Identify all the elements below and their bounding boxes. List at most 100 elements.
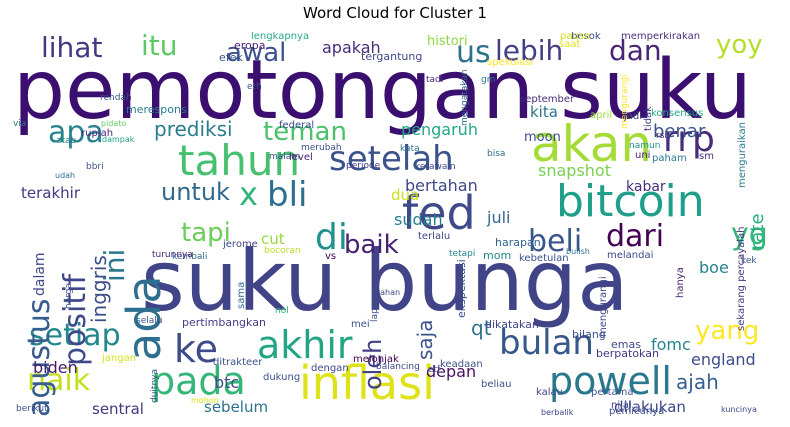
word-snapshot: snapshot	[538, 161, 611, 180]
word-udah: udah	[55, 171, 76, 180]
word-dari: dari	[606, 219, 665, 254]
word-duitnya: duitnya	[150, 369, 160, 403]
word-dikatakan: dikatakan	[485, 318, 539, 331]
word-pemotongan-suku: pemotongan suku	[13, 43, 752, 138]
chart-title: Word Cloud for Cluster 1	[303, 4, 487, 22]
word-terakhir: terakhir	[21, 184, 80, 202]
word-jadi: jadi	[624, 111, 643, 122]
word-bulish: bulish	[566, 247, 590, 256]
word-memperkirakan: memperkirakan	[621, 32, 701, 42]
word-balancing: balancing	[376, 362, 420, 372]
word-rrp: rrp	[663, 119, 715, 160]
word-pada: pada	[151, 359, 246, 403]
word-harapan: harapan	[495, 236, 541, 249]
word-lengkapnya: lengkapnya	[251, 32, 310, 42]
word-merespons: merespons	[126, 103, 187, 116]
word-suku-bunga: suku bunga	[141, 232, 629, 330]
word-merubah: merubah	[301, 143, 342, 153]
word-ketawain: ketawain	[415, 162, 456, 172]
word-rupiah: rupiah	[81, 128, 114, 139]
word-saat: saat	[559, 39, 581, 50]
word-moon: moon	[524, 130, 561, 145]
word-selalu: selalu	[136, 316, 163, 326]
word-pertama: pertama	[591, 387, 634, 398]
word-ke: ke	[174, 327, 219, 371]
word-konsensus: konsensus	[651, 108, 704, 119]
word-tetapi: tetapi	[449, 249, 476, 259]
word-biden: biden	[33, 358, 78, 377]
word-dan: dan	[609, 34, 662, 67]
word-benar: benar	[653, 121, 706, 142]
word-ekspektasi: ekspektasi	[455, 259, 468, 318]
word-kuncinya: kuncinya	[721, 405, 757, 414]
word-akan: akan	[531, 115, 653, 173]
word-rsi: rsi	[656, 131, 667, 141]
word-september: september	[520, 94, 575, 105]
word-periode: periode	[346, 161, 381, 171]
word-yoy: yoy	[716, 32, 763, 60]
word-beli: beli	[528, 224, 583, 259]
word-kembali: kembali	[172, 252, 208, 262]
word-nol: nol	[275, 306, 289, 316]
word-us: us	[456, 35, 491, 70]
word-bulan: bulan	[499, 323, 594, 363]
word-baik: baik	[344, 230, 399, 260]
word-besok: besok	[571, 32, 601, 42]
word-pengaruh: pengaruh	[401, 120, 478, 139]
word-x: x	[239, 175, 258, 213]
word-akhir: akhir	[257, 323, 353, 367]
word-apakah: apakah	[322, 38, 381, 57]
word-sebelum: sebelum	[204, 398, 269, 416]
word-spekulasi: spekulasi	[487, 57, 534, 68]
word-awal: awal	[226, 38, 287, 68]
word-sentral: sentral	[92, 400, 144, 418]
word-hanya: hanya	[675, 267, 686, 298]
word-depan: depan	[426, 362, 477, 381]
word-bisa: bisa	[487, 149, 506, 159]
word-jangan: jangan	[102, 353, 137, 364]
word-saja: saja	[413, 319, 437, 361]
word-rendah: rendah	[100, 93, 132, 103]
word-tergantung: tergantung	[361, 50, 423, 63]
word-bocoran: bocoran	[264, 246, 301, 256]
word-sm: sm	[699, 151, 714, 162]
word-juli: juli	[487, 208, 511, 227]
word-boe: boe	[699, 258, 729, 277]
word-kek: kek	[741, 256, 757, 266]
word-kalau: kalau	[536, 387, 563, 398]
word-yg: yg	[731, 217, 768, 252]
word-atau: atau	[56, 136, 77, 146]
word-dengan: dengan	[311, 363, 349, 374]
word-cut: cut	[261, 230, 285, 248]
word-etf: etf	[428, 365, 441, 375]
word-tahun: tahun	[178, 136, 301, 185]
word-dilakukan: dilakukan	[614, 398, 686, 416]
word-melonjak: melonjak	[353, 354, 399, 365]
word-powell: powell	[549, 359, 672, 403]
word-fed: fed	[402, 186, 476, 240]
word-dua: dua	[391, 186, 420, 204]
word-berbalik: berbalik	[541, 408, 574, 417]
word-naik: naik	[27, 363, 91, 398]
word-paham: paham	[652, 153, 687, 164]
word-sama: sama	[236, 281, 247, 309]
word-ajah: ajah	[676, 370, 719, 394]
word-malam: malam	[269, 152, 301, 162]
word-terlalu: terlalu	[418, 231, 451, 242]
word-bertahan: bertahan	[405, 176, 478, 195]
word-bli: bli	[267, 175, 308, 215]
word-rate: rate	[747, 213, 768, 250]
word-efek: efek	[219, 51, 243, 64]
word-namun: namun	[629, 141, 661, 151]
word-kata: kata	[400, 144, 420, 154]
word-sekarang-percayalah: sekarang percayalah	[736, 226, 747, 331]
word-april: april	[590, 110, 613, 121]
word-inggris: inggris	[87, 255, 111, 323]
word-lihat: lihat	[41, 32, 103, 64]
word-menguraikan: menguraikan	[737, 121, 748, 188]
word-harga: harga	[64, 283, 74, 309]
word-eropa: eropa	[234, 39, 266, 52]
word-via: via	[13, 119, 27, 129]
word-cloud: pemotongan suku suku bunga fed akan bitcoin i…	[11, 32, 780, 418]
word-keadaan: keadaan	[440, 359, 483, 370]
